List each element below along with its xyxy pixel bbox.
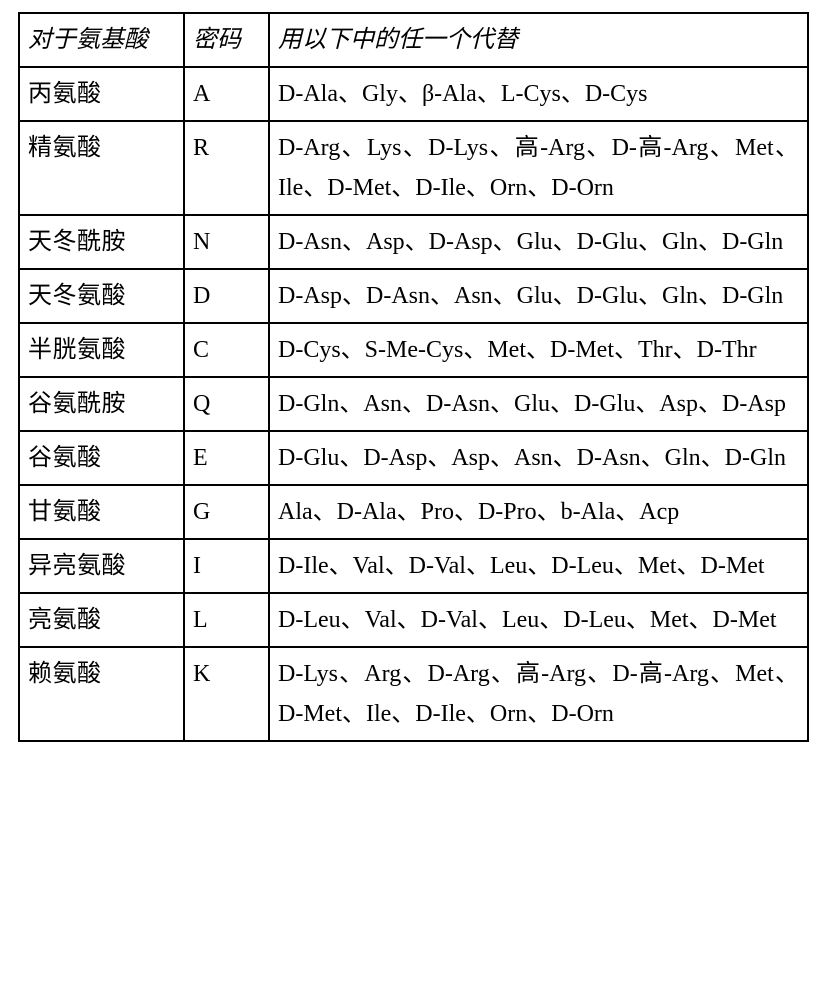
cell-amino-acid: 谷氨酰胺 [19, 377, 184, 431]
cell-code: C [184, 323, 269, 377]
cell-code: D [184, 269, 269, 323]
cell-code: G [184, 485, 269, 539]
amino-acid-substitution-table: 对于氨基酸 密码 用以下中的任一个代替 丙氨酸 A D-Ala、Gly、β-Al… [18, 12, 809, 742]
cell-substitute: Ala、D-Ala、Pro、D-Pro、b-Ala、Acp [269, 485, 808, 539]
cell-amino-acid: 丙氨酸 [19, 67, 184, 121]
cell-amino-acid: 赖氨酸 [19, 647, 184, 741]
cell-code: A [184, 67, 269, 121]
cell-code: L [184, 593, 269, 647]
table-row: 半胱氨酸 C D-Cys、S-Me-Cys、Met、D-Met、Thr、D-Th… [19, 323, 808, 377]
cell-substitute: D-Asn、Asp、D-Asp、Glu、D-Glu、Gln、D-Gln [269, 215, 808, 269]
table-row: 谷氨酸 E D-Glu、D-Asp、Asp、Asn、D-Asn、Gln、D-Gl… [19, 431, 808, 485]
cell-amino-acid: 谷氨酸 [19, 431, 184, 485]
header-code: 密码 [184, 13, 269, 67]
table-row: 精氨酸 R D-Arg、Lys、D-Lys、高-Arg、D-高-Arg、Met、… [19, 121, 808, 215]
header-substitute: 用以下中的任一个代替 [269, 13, 808, 67]
cell-code: N [184, 215, 269, 269]
cell-amino-acid: 精氨酸 [19, 121, 184, 215]
cell-amino-acid: 天冬酰胺 [19, 215, 184, 269]
cell-amino-acid: 异亮氨酸 [19, 539, 184, 593]
table-row: 天冬酰胺 N D-Asn、Asp、D-Asp、Glu、D-Glu、Gln、D-G… [19, 215, 808, 269]
cell-amino-acid: 甘氨酸 [19, 485, 184, 539]
header-amino-acid: 对于氨基酸 [19, 13, 184, 67]
table-row: 亮氨酸 L D-Leu、Val、D-Val、Leu、D-Leu、Met、D-Me… [19, 593, 808, 647]
cell-substitute: D-Cys、S-Me-Cys、Met、D-Met、Thr、D-Thr [269, 323, 808, 377]
cell-code: K [184, 647, 269, 741]
table-header-row: 对于氨基酸 密码 用以下中的任一个代替 [19, 13, 808, 67]
cell-substitute: D-Leu、Val、D-Val、Leu、D-Leu、Met、D-Met [269, 593, 808, 647]
page: 对于氨基酸 密码 用以下中的任一个代替 丙氨酸 A D-Ala、Gly、β-Al… [0, 0, 827, 1000]
table-row: 丙氨酸 A D-Ala、Gly、β-Ala、L-Cys、D-Cys [19, 67, 808, 121]
table-header: 对于氨基酸 密码 用以下中的任一个代替 [19, 13, 808, 67]
cell-substitute: D-Gln、Asn、D-Asn、Glu、D-Glu、Asp、D-Asp [269, 377, 808, 431]
cell-code: E [184, 431, 269, 485]
cell-substitute: D-Ala、Gly、β-Ala、L-Cys、D-Cys [269, 67, 808, 121]
cell-amino-acid: 半胱氨酸 [19, 323, 184, 377]
table-row: 天冬氨酸 D D-Asp、D-Asn、Asn、Glu、D-Glu、Gln、D-G… [19, 269, 808, 323]
table-body: 丙氨酸 A D-Ala、Gly、β-Ala、L-Cys、D-Cys 精氨酸 R … [19, 67, 808, 741]
table-row: 赖氨酸 K D-Lys、Arg、D-Arg、高-Arg、D-高-Arg、Met、… [19, 647, 808, 741]
cell-substitute: D-Asp、D-Asn、Asn、Glu、D-Glu、Gln、D-Gln [269, 269, 808, 323]
cell-code: R [184, 121, 269, 215]
table-row: 甘氨酸 G Ala、D-Ala、Pro、D-Pro、b-Ala、Acp [19, 485, 808, 539]
table-row: 谷氨酰胺 Q D-Gln、Asn、D-Asn、Glu、D-Glu、Asp、D-A… [19, 377, 808, 431]
cell-substitute: D-Ile、Val、D-Val、Leu、D-Leu、Met、D-Met [269, 539, 808, 593]
cell-substitute: D-Arg、Lys、D-Lys、高-Arg、D-高-Arg、Met、Ile、D-… [269, 121, 808, 215]
cell-substitute: D-Lys、Arg、D-Arg、高-Arg、D-高-Arg、Met、D-Met、… [269, 647, 808, 741]
table-row: 异亮氨酸 I D-Ile、Val、D-Val、Leu、D-Leu、Met、D-M… [19, 539, 808, 593]
cell-amino-acid: 亮氨酸 [19, 593, 184, 647]
cell-code: I [184, 539, 269, 593]
cell-amino-acid: 天冬氨酸 [19, 269, 184, 323]
cell-code: Q [184, 377, 269, 431]
cell-substitute: D-Glu、D-Asp、Asp、Asn、D-Asn、Gln、D-Gln [269, 431, 808, 485]
